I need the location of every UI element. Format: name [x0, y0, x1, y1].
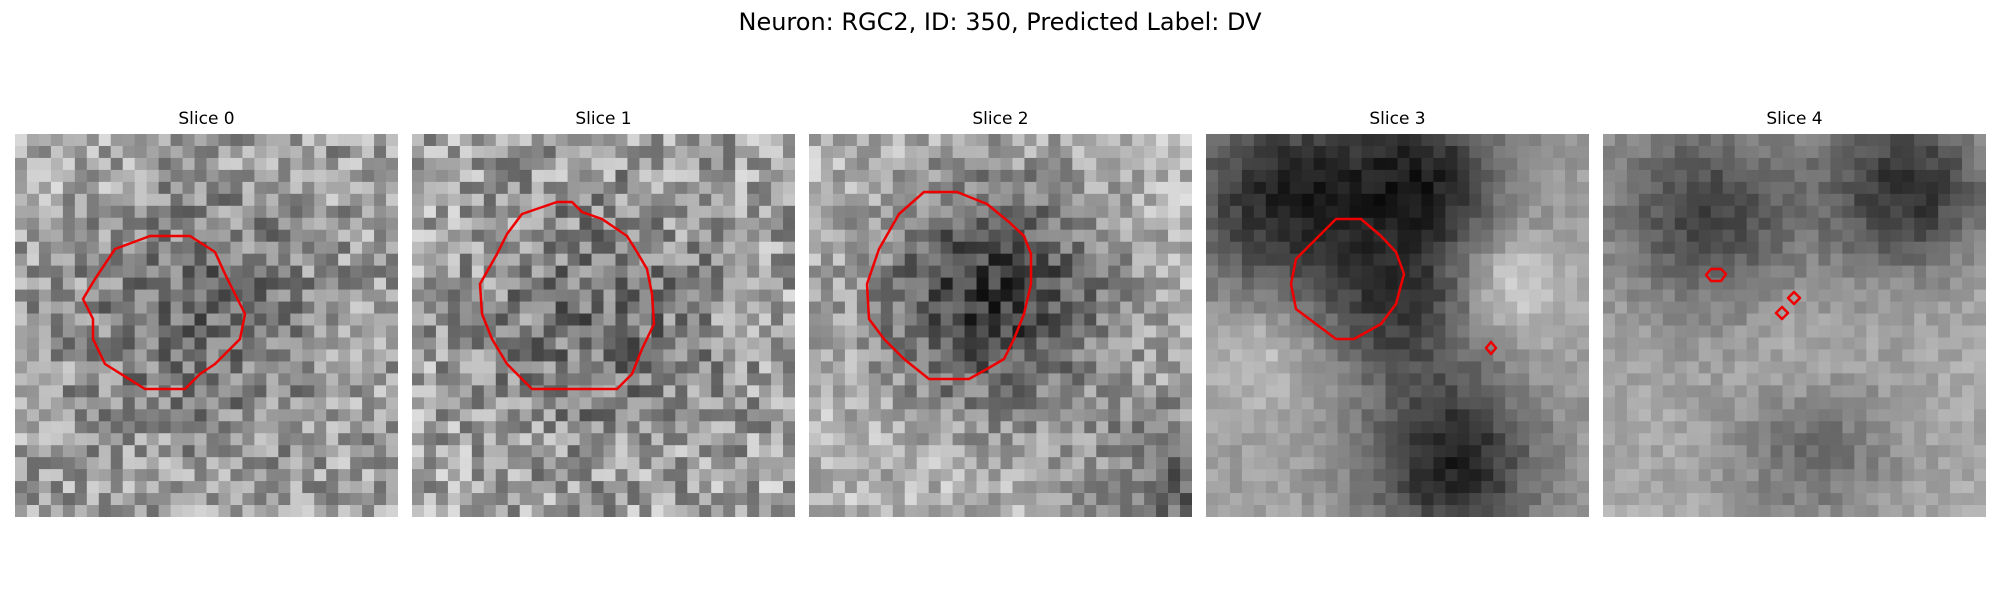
roi-contour	[1704, 267, 1728, 283]
roi-contour-fragment	[1774, 305, 1790, 321]
roi-contour-fragment	[1484, 340, 1498, 356]
roi-contour-fragment	[1786, 290, 1802, 306]
slice-title-0: Slice 0	[178, 109, 235, 129]
slice-image-2	[809, 134, 1192, 517]
slice-title-1: Slice 1	[575, 109, 632, 129]
slice-title-2: Slice 2	[972, 109, 1029, 129]
slice-panel-3: Slice 3	[1206, 108, 1589, 517]
roi-contour	[478, 200, 656, 391]
slice-panel-4: Slice 4	[1603, 108, 1986, 517]
slice-panel-0: Slice 0	[15, 108, 398, 517]
figure-title: Neuron: RGC2, ID: 350, Predicted Label: …	[738, 8, 1262, 36]
slice-image-0	[15, 134, 398, 517]
slice-panel-1: Slice 1	[412, 108, 795, 517]
roi-contour	[1289, 217, 1406, 341]
slice-panel-2: Slice 2	[809, 108, 1192, 517]
slice-image-3	[1206, 134, 1589, 517]
roi-contour	[81, 234, 247, 391]
slice-image-1	[412, 134, 795, 517]
slice-title-3: Slice 3	[1369, 109, 1426, 129]
slice-image-4	[1603, 134, 1986, 517]
roi-contour	[865, 190, 1033, 381]
slice-title-4: Slice 4	[1766, 109, 1823, 129]
